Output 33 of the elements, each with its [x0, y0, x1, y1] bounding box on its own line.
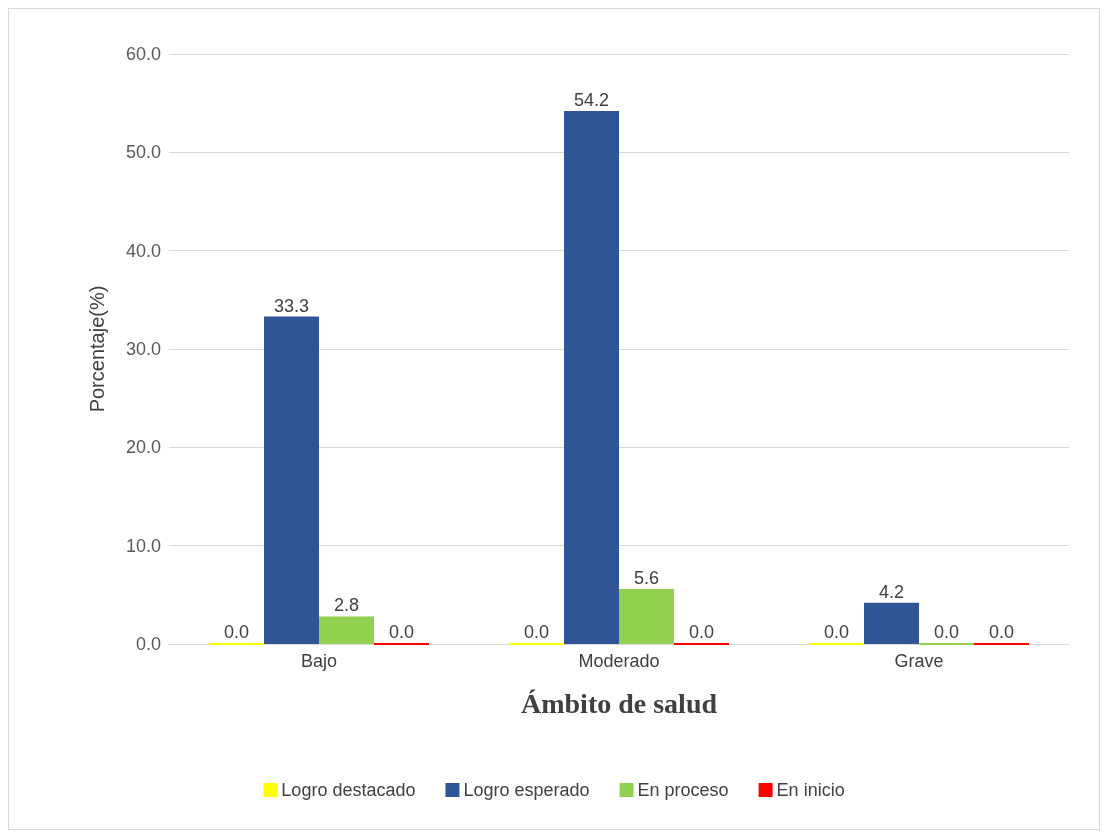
data-label: 33.3 [273, 295, 310, 316]
data-label: 0.0 [988, 622, 1015, 642]
data-label: 54.2 [573, 90, 610, 111]
bar [319, 616, 374, 644]
data-label: 0.0 [823, 622, 850, 642]
y-tick-label: 60.0 [125, 44, 161, 64]
y-tick-label: 20.0 [125, 437, 161, 458]
bar [619, 588, 674, 644]
legend-label: En inicio [776, 780, 845, 800]
bar [564, 111, 619, 644]
x-axis-title: Ámbito de salud [520, 687, 718, 719]
legend-label: En proceso [637, 780, 729, 800]
data-label: 0.0 [223, 622, 250, 642]
data-label: 0.0 [523, 622, 550, 642]
x-tick-label: Grave [894, 651, 944, 671]
legend-label: Logro esperado [463, 780, 590, 800]
bar [864, 602, 919, 644]
data-label: 0.0 [688, 622, 715, 642]
y-tick-label: 50.0 [125, 142, 161, 163]
legend-label: Logro destacado [281, 780, 416, 800]
data-label: 4.2 [878, 581, 905, 602]
y-tick-label: 40.0 [125, 240, 161, 261]
data-label: 5.6 [633, 567, 660, 588]
bar [264, 316, 319, 644]
x-tick-label: Bajo [300, 651, 338, 671]
x-tick-label: Moderado [578, 651, 660, 671]
y-tick-label: 30.0 [125, 339, 161, 359]
data-label: 2.8 [333, 595, 360, 616]
data-label: 0.0 [388, 622, 415, 642]
y-tick-label: 10.0 [125, 535, 161, 556]
y-axis-title: Porcentaje(%) [86, 285, 108, 413]
y-tick-label: 0.0 [135, 634, 161, 654]
data-label: 0.0 [933, 622, 960, 642]
